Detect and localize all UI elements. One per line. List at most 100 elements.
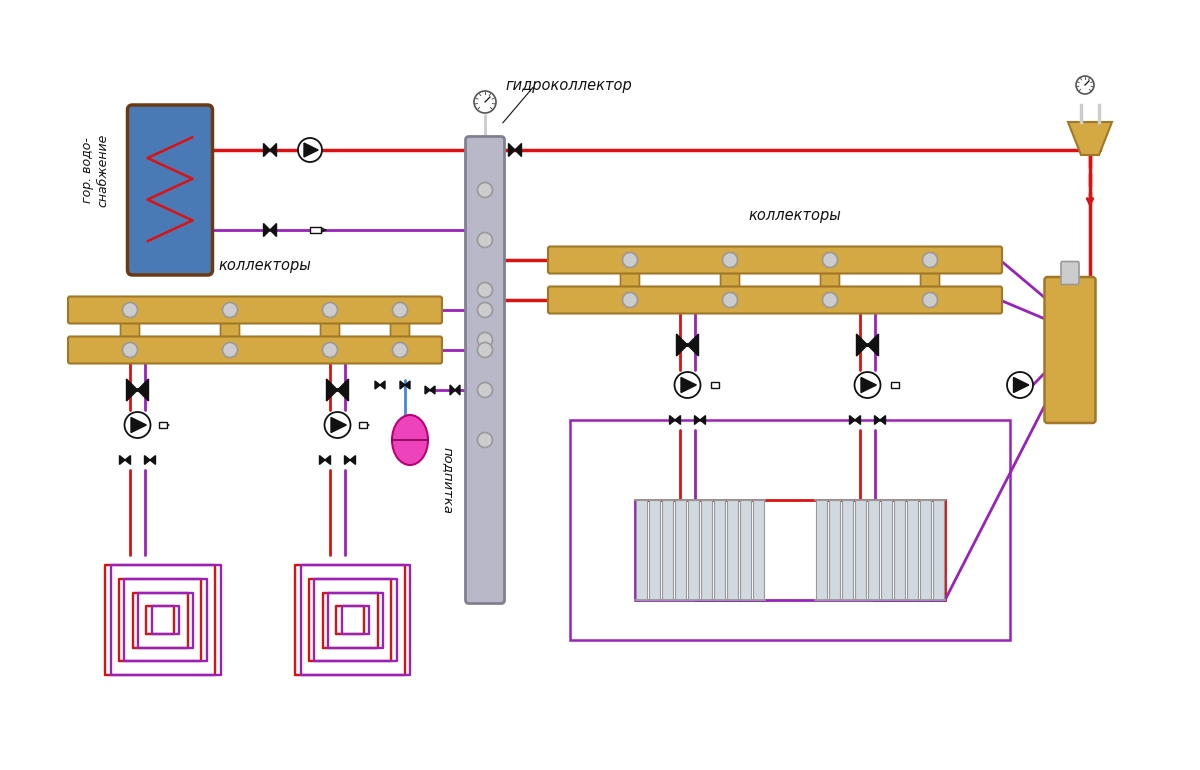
Bar <box>919 500 931 600</box>
Polygon shape <box>337 379 348 401</box>
Polygon shape <box>264 143 270 156</box>
Polygon shape <box>670 416 674 424</box>
Polygon shape <box>125 456 131 464</box>
Bar <box>890 382 899 388</box>
FancyBboxPatch shape <box>466 136 504 604</box>
Polygon shape <box>1068 122 1112 155</box>
Bar <box>739 500 751 600</box>
Polygon shape <box>854 416 860 424</box>
Polygon shape <box>430 386 434 394</box>
Polygon shape <box>326 379 337 401</box>
Polygon shape <box>150 456 156 464</box>
Polygon shape <box>850 416 854 424</box>
Polygon shape <box>677 334 688 356</box>
Circle shape <box>865 343 870 347</box>
Bar <box>701 500 712 600</box>
Polygon shape <box>131 417 146 433</box>
Polygon shape <box>857 334 868 356</box>
FancyBboxPatch shape <box>620 270 640 290</box>
Circle shape <box>478 433 492 447</box>
FancyBboxPatch shape <box>920 270 940 290</box>
Polygon shape <box>868 334 878 356</box>
Circle shape <box>722 293 738 307</box>
Polygon shape <box>509 143 515 156</box>
Circle shape <box>136 388 139 392</box>
FancyBboxPatch shape <box>120 320 139 340</box>
FancyBboxPatch shape <box>320 320 340 340</box>
Circle shape <box>674 372 701 398</box>
Circle shape <box>514 149 516 151</box>
Text: подпитка: подпитка <box>442 447 455 514</box>
Bar <box>727 500 738 600</box>
Bar <box>688 500 700 600</box>
Polygon shape <box>319 456 325 464</box>
Text: коллекторы: коллекторы <box>749 207 841 223</box>
Circle shape <box>478 182 492 197</box>
Bar <box>932 500 944 600</box>
Polygon shape <box>680 377 696 393</box>
Polygon shape <box>860 377 876 393</box>
Polygon shape <box>138 379 149 401</box>
FancyBboxPatch shape <box>221 320 240 340</box>
Bar <box>636 500 647 600</box>
FancyBboxPatch shape <box>548 286 1002 313</box>
Bar <box>661 500 673 600</box>
Bar <box>570 420 1010 640</box>
Polygon shape <box>450 385 455 395</box>
Bar <box>752 500 764 600</box>
Polygon shape <box>515 143 522 156</box>
Circle shape <box>1076 76 1094 94</box>
Circle shape <box>222 303 238 317</box>
Circle shape <box>336 388 340 392</box>
Circle shape <box>722 253 738 267</box>
Circle shape <box>298 138 322 162</box>
Text: коллекторы: коллекторы <box>218 257 311 273</box>
Circle shape <box>269 149 271 151</box>
Bar <box>710 382 719 388</box>
Polygon shape <box>425 386 430 394</box>
FancyBboxPatch shape <box>1044 277 1096 423</box>
Polygon shape <box>695 416 700 424</box>
Circle shape <box>125 412 150 438</box>
FancyBboxPatch shape <box>1061 262 1079 284</box>
Bar <box>894 500 905 600</box>
Polygon shape <box>1014 377 1028 393</box>
Text: гидроколлектор: гидроколлектор <box>505 78 631 92</box>
Polygon shape <box>880 416 886 424</box>
Circle shape <box>323 303 337 317</box>
Bar <box>649 500 660 600</box>
Polygon shape <box>325 456 330 464</box>
Circle shape <box>392 303 408 317</box>
Bar <box>359 422 367 428</box>
Circle shape <box>685 343 690 347</box>
Bar <box>881 500 892 600</box>
Bar <box>829 500 840 600</box>
FancyBboxPatch shape <box>548 246 1002 273</box>
FancyBboxPatch shape <box>390 320 409 340</box>
Circle shape <box>122 303 138 317</box>
Polygon shape <box>270 223 276 236</box>
Bar <box>816 500 827 600</box>
Circle shape <box>923 293 937 307</box>
Bar <box>854 500 866 600</box>
FancyBboxPatch shape <box>720 270 739 290</box>
Circle shape <box>923 253 937 267</box>
Bar <box>868 500 880 600</box>
Circle shape <box>324 412 350 438</box>
Polygon shape <box>344 456 350 464</box>
Circle shape <box>474 91 496 113</box>
Ellipse shape <box>392 415 428 465</box>
Polygon shape <box>331 417 347 433</box>
Polygon shape <box>304 143 318 157</box>
Bar <box>310 227 320 233</box>
Polygon shape <box>674 416 680 424</box>
Circle shape <box>623 253 637 267</box>
Polygon shape <box>120 456 125 464</box>
Circle shape <box>222 343 238 357</box>
Circle shape <box>623 293 637 307</box>
Polygon shape <box>270 143 276 156</box>
FancyBboxPatch shape <box>821 270 840 290</box>
Text: гор. водо-
снабжение: гор. водо- снабжение <box>82 133 109 206</box>
Polygon shape <box>374 381 380 389</box>
Circle shape <box>478 383 492 397</box>
